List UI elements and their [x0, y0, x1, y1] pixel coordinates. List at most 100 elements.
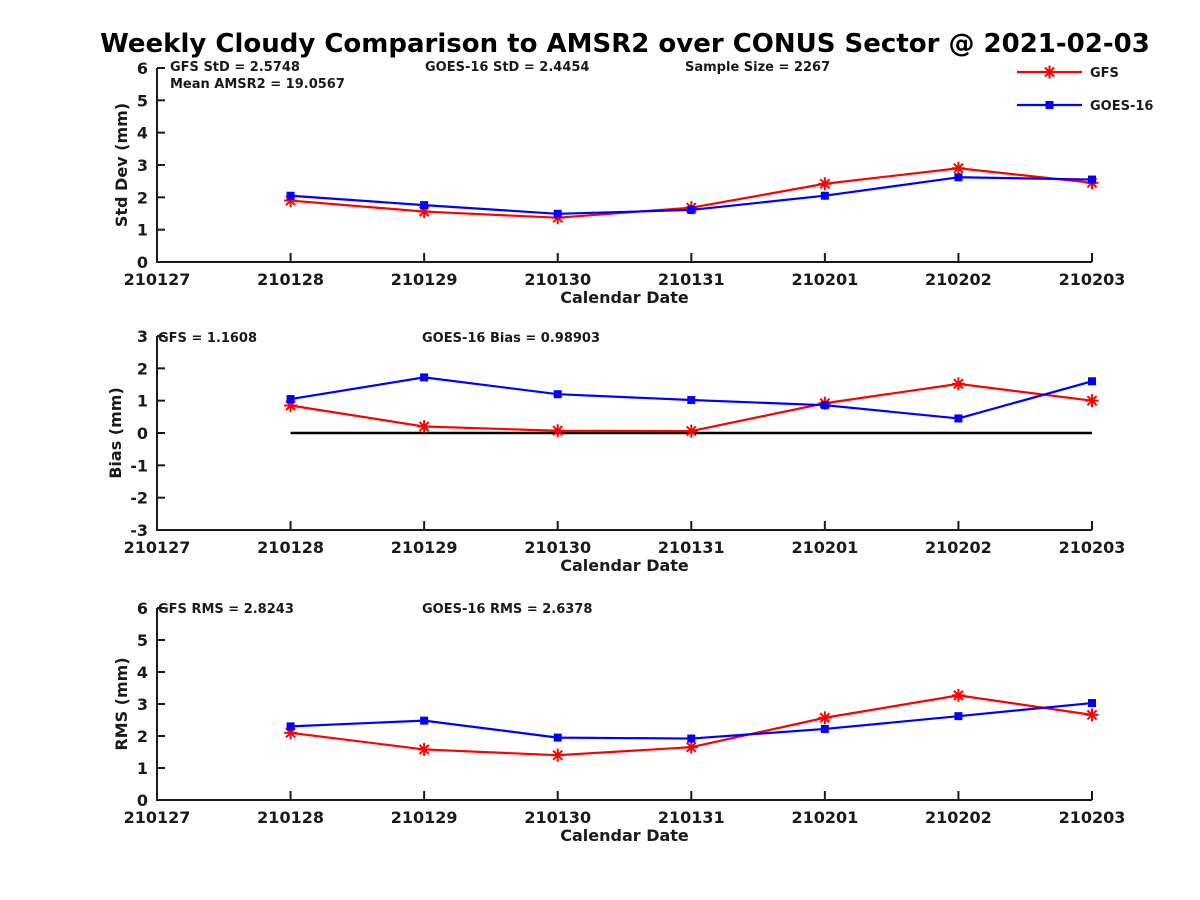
square-icon: [286, 722, 295, 731]
rms-axes: [156, 608, 1092, 801]
subplot-std-dev: 0 1 2 3 4 5 6 210127 210128 210129 210130 210131 210…: [112, 59, 1125, 307]
x-tick-label: 210130: [524, 808, 591, 827]
square-icon: [420, 716, 429, 725]
asterisk-stroke: [552, 425, 564, 437]
asterisk-icon: [1085, 708, 1099, 722]
square-icon: [420, 373, 429, 382]
asterisk-icon: [951, 377, 965, 391]
x-tick-label: 210203: [1059, 808, 1126, 827]
asterisk-stroke: [418, 744, 430, 755]
y-tick-label: 4: [137, 124, 148, 143]
square-icon: [1088, 377, 1096, 386]
annotation-goes16-rms: GOES-16 RMS = 2.6378: [422, 602, 592, 617]
square-icon: [820, 401, 829, 410]
y-tick-label: 0: [137, 424, 148, 443]
y-tick-label: 5: [137, 91, 148, 110]
x-tick-label: 210201: [791, 808, 858, 827]
asterisk-stroke: [685, 741, 697, 753]
asterisk-icon: [417, 742, 431, 756]
annotation-gfs-rms: GFS RMS = 2.8243: [158, 602, 294, 617]
square-icon: [820, 191, 829, 200]
y-axis-title: RMS (mm): [112, 657, 131, 750]
y-tick-label: 6: [137, 599, 148, 618]
asterisk-stroke: [1086, 709, 1098, 721]
square-icon: [820, 724, 829, 733]
annotation-gfs-std: GFS StD = 2.5748: [170, 60, 300, 75]
square-icon: [1088, 175, 1096, 184]
asterisk-icon: [1085, 394, 1099, 408]
annotation-goes16-std: GOES-16 StD = 2.4454: [425, 60, 589, 75]
x-axis-title: Calendar Date: [560, 288, 689, 307]
y-tick-label: 3: [137, 156, 148, 175]
series-line-goes-16: [290, 701, 1093, 740]
y-tick-label: -1: [130, 456, 148, 475]
asterisk-stroke: [953, 162, 964, 174]
y-tick-label: 3: [137, 327, 148, 346]
y-axis-title: Bias (mm): [106, 387, 125, 479]
x-tick-label: 210130: [524, 538, 591, 557]
x-tick-label: 210131: [658, 270, 725, 289]
asterisk-icon: [951, 688, 965, 702]
square-icon: [553, 733, 562, 742]
square-icon: [954, 712, 963, 721]
x-tick-label: 210203: [1059, 270, 1126, 289]
asterisk-icon: [684, 424, 698, 438]
asterisk-stroke: [552, 749, 564, 761]
asterisk-icon: [417, 420, 431, 434]
x-tick-label: 210130: [524, 270, 591, 289]
y-tick-label: 4: [137, 663, 148, 682]
annotation-goes16-bias: GOES-16 Bias = 0.98903: [422, 331, 600, 346]
x-axis-title: Calendar Date: [560, 556, 689, 575]
x-tick-label: 210127: [124, 270, 191, 289]
legend: GFS GOES-16: [1017, 65, 1153, 114]
figure-title: Weekly Cloudy Comparison to AMSR2 over C…: [100, 29, 1150, 59]
y-tick-label: 6: [137, 59, 148, 78]
square-icon: [954, 414, 963, 423]
x-tick-label: 210202: [925, 538, 992, 557]
y-tick-label: 3: [137, 695, 148, 714]
square-icon: [420, 201, 429, 210]
asterisk-icon: [818, 177, 832, 191]
annotation-mean-amsr2: Mean AMSR2 = 19.0567: [170, 77, 345, 92]
x-tick-label: 210201: [791, 538, 858, 557]
square-icon: [687, 396, 696, 405]
asterisk-icon: [1043, 65, 1056, 79]
x-tick-label: 210131: [658, 808, 725, 827]
std-dev-axes: [156, 68, 1092, 263]
legend-goes16-label: GOES-16: [1090, 99, 1153, 114]
x-tick-label: 210131: [658, 538, 725, 557]
y-tick-label: 2: [137, 359, 148, 378]
y-tick-label: -3: [130, 521, 148, 540]
y-tick-label: 1: [137, 759, 148, 778]
asterisk-icon: [684, 740, 698, 754]
x-tick-label: 210201: [791, 270, 858, 289]
subplot-rms: 0 1 2 3 4 5 6 210127 210128 210129 210130 210131 210…: [112, 599, 1125, 845]
y-tick-label: 1: [137, 221, 148, 240]
x-tick-label: 210203: [1059, 538, 1126, 557]
y-axis-title: Std Dev (mm): [112, 103, 131, 227]
y-tick-label: 1: [137, 392, 148, 411]
x-tick-label: 210128: [257, 808, 324, 827]
y-tick-label: 0: [137, 253, 148, 272]
x-tick-label: 210127: [124, 538, 191, 557]
asterisk-stroke: [953, 378, 964, 390]
x-tick-label: 210129: [391, 270, 458, 289]
y-tick-label: 2: [137, 188, 148, 207]
square-icon: [1045, 101, 1054, 109]
asterisk-icon: [551, 424, 565, 438]
square-icon: [1088, 699, 1096, 708]
square-icon: [954, 173, 963, 182]
y-tick-label: 2: [137, 727, 148, 746]
subplot-bias: -3 -2 -1 0 1 2 3 210127 210128 210129 210130 210131…: [106, 327, 1125, 575]
asterisk-stroke: [953, 690, 964, 701]
square-icon: [286, 191, 295, 200]
square-icon: [553, 209, 562, 218]
asterisk-icon: [951, 161, 965, 175]
x-tick-label: 210129: [391, 538, 458, 557]
x-tick-label: 210128: [257, 270, 324, 289]
x-tick-label: 210128: [257, 538, 324, 557]
x-tick-label: 210127: [124, 808, 191, 827]
asterisk-icon: [551, 748, 565, 762]
annotation-sample-size: Sample Size = 2267: [685, 60, 830, 75]
